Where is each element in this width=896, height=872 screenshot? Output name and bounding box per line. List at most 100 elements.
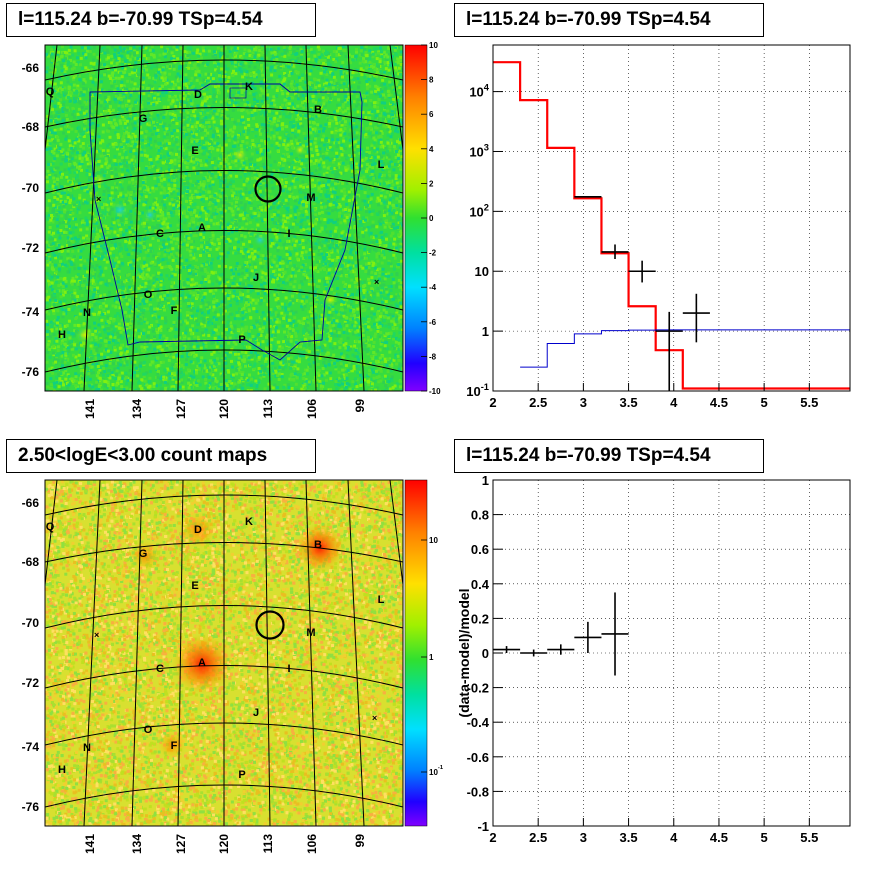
source-label-A: A: [198, 657, 206, 669]
xtick-label: 5.5: [800, 395, 818, 410]
source-label-C: C: [156, 228, 164, 240]
xtick-label: 99: [353, 399, 367, 413]
source-label-L: L: [378, 594, 385, 606]
bl-target-circle: [255, 610, 285, 640]
xtick-label: 4.5: [710, 395, 728, 410]
source-label-H: H: [58, 764, 66, 776]
ytick-label: -74: [22, 740, 40, 754]
source-label-I: I: [287, 663, 290, 675]
ytick-label: -70: [22, 181, 40, 195]
ytick-label: -76: [22, 800, 40, 814]
xtick-label: 106: [305, 399, 319, 419]
source-label-P: P: [238, 334, 245, 346]
ytick-label: -74: [22, 305, 40, 319]
xtick-label: 5: [761, 830, 768, 845]
xtick-label: 2.5: [529, 395, 547, 410]
xtick-label: 3: [580, 830, 587, 845]
residual-point: [547, 644, 575, 655]
ytick-label: -66: [22, 61, 40, 75]
residual-point: [493, 646, 521, 653]
xtick-label: 4: [670, 830, 678, 845]
xtick-label: 134: [130, 834, 144, 854]
residual-point: [520, 649, 548, 657]
colorbar-tick-label: -2: [429, 249, 437, 258]
source-label-N: N: [83, 307, 91, 319]
source-label-F: F: [171, 305, 178, 317]
colorbar-tick-label: 10: [429, 536, 438, 545]
ytick-label: 1: [482, 473, 489, 488]
colorbar-tick-label: -10: [429, 387, 441, 396]
source-label-D: D: [194, 89, 202, 101]
source-label-E: E: [191, 580, 198, 592]
xtick-label: 3.5: [620, 395, 638, 410]
xtick-label: 4.5: [710, 830, 728, 845]
colorbar-tick-label: 1: [429, 653, 434, 662]
xtick-label: 127: [174, 399, 188, 419]
ytick-label: -76: [22, 365, 40, 379]
source-label-N: N: [83, 742, 91, 754]
source-label-C: C: [156, 663, 164, 675]
br-title: l=115.24 b=-70.99 TSp=4.54: [454, 439, 764, 473]
source-label-E: E: [191, 145, 198, 157]
colorbar-tick-label: -8: [429, 352, 437, 361]
source-label-J: J: [253, 272, 259, 284]
ytick-label: 1: [482, 324, 489, 339]
colorbar-tick-label: 6: [429, 110, 434, 119]
source-label-P: P: [238, 769, 245, 781]
source-label-M: M: [306, 192, 315, 204]
source-label-G: G: [139, 548, 148, 560]
tl-title: l=115.24 b=-70.99 TSp=4.54: [6, 3, 316, 37]
bl-title: 2.50<logE<3.00 count maps: [6, 439, 316, 473]
source-label-I: I: [287, 228, 290, 240]
ytick-label: -0.6: [467, 750, 489, 765]
xtick-label: 134: [130, 399, 144, 419]
tl-target-circle: [254, 175, 282, 203]
ytick-label: -0.4: [467, 715, 490, 730]
source-label-B: B: [314, 104, 322, 116]
source-label-K: K: [245, 516, 253, 528]
ytick-label: -0.2: [467, 681, 489, 696]
source-label-A: A: [198, 222, 206, 234]
tl-map-texture: [45, 45, 403, 391]
xtick-label: 2: [489, 395, 496, 410]
ytick-label: 0.4: [471, 577, 490, 592]
source-label-L: L: [378, 159, 385, 171]
source-label-G: G: [139, 113, 148, 125]
xtick-label: 141: [83, 399, 97, 419]
data-point: [682, 293, 710, 343]
xtick-label: 99: [353, 834, 367, 848]
data-point: [655, 311, 683, 391]
colorbar-tick-label: -4: [429, 283, 437, 292]
xtick-label: 5: [761, 395, 768, 410]
xtick-label: 113: [261, 834, 275, 854]
br-ylabel: (data-model)/model: [456, 588, 472, 717]
tr-title: l=115.24 b=-70.99 TSp=4.54: [454, 3, 764, 37]
source-label-B: B: [314, 539, 322, 551]
ytick-label: -68: [22, 120, 40, 134]
source-label-O: O: [144, 724, 153, 736]
ytick-label: 102: [469, 202, 489, 219]
xtick-label: 3.5: [620, 830, 638, 845]
source-label-F: F: [171, 740, 178, 752]
ytick-label: 104: [469, 83, 489, 100]
source-label-D: D: [194, 524, 202, 536]
ytick-label: -1: [477, 819, 489, 834]
ytick-label: -0.8: [467, 784, 489, 799]
xtick-label: 120: [217, 834, 231, 854]
ytick-label: 10-1: [466, 382, 489, 399]
source-label-K: K: [245, 81, 253, 93]
colorbar-tick-label: 10: [429, 41, 438, 50]
ytick-label: 103: [469, 142, 489, 159]
colorbar-tick-label: 8: [429, 76, 434, 85]
ytick-label: -66: [22, 496, 40, 510]
xtick-label: 2.5: [529, 830, 547, 845]
xtick-label: 141: [83, 834, 97, 854]
data-point: [574, 196, 602, 198]
source-label-O: O: [144, 289, 153, 301]
model-component-line: [520, 329, 850, 368]
colorbar-tick-label: 0: [429, 214, 434, 223]
ytick-label: -70: [22, 616, 40, 630]
xtick-label: 120: [217, 399, 231, 419]
